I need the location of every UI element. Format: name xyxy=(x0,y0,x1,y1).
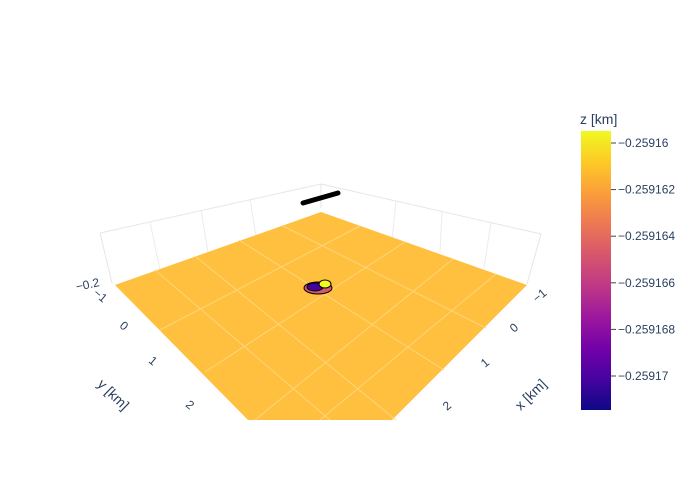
wall-gridline xyxy=(391,200,397,241)
x-tick-label: −1 xyxy=(530,286,550,306)
scene-back-walls xyxy=(99,183,542,285)
wall-edge xyxy=(526,233,542,285)
x-tick-label: 2 xyxy=(440,398,454,413)
wall-gridline xyxy=(483,221,492,269)
feature-highlight xyxy=(318,279,332,289)
colorbar-tick-label: −0.25916 xyxy=(618,136,669,150)
colorbar-gradient xyxy=(581,131,611,410)
z-tick-label: −0.2 xyxy=(75,275,101,294)
wall-edge xyxy=(99,183,322,234)
y-axis-title: y [km] xyxy=(94,376,132,413)
colorbar-tick-label: −0.25917 xyxy=(618,369,669,383)
wall-gridline xyxy=(249,198,257,237)
scene-marker-line xyxy=(300,190,341,206)
colorbar-tick-label: −0.259162 xyxy=(618,183,675,197)
surface-feature xyxy=(303,279,333,295)
wall-edge xyxy=(320,183,542,235)
colorbar: z [km] −0.25916−0.259162−0.259164−0.2591… xyxy=(580,111,675,410)
x-axis-title: x [km] xyxy=(512,376,550,413)
wall-gridline xyxy=(149,221,161,271)
y-tick-label: 2 xyxy=(183,397,197,412)
colorbar-tick-label: −0.259164 xyxy=(618,229,675,243)
x-tick-label: 0 xyxy=(507,320,521,335)
colorbar-title: z [km] xyxy=(580,111,617,127)
surface-plane xyxy=(115,212,527,420)
colorbar-ticks: −0.25916 −0.259162 −0.259164 −0.259166 −0.25… xyxy=(611,136,675,383)
wall-gridline xyxy=(439,210,443,253)
colorbar-tick-label: −0.259168 xyxy=(618,322,675,336)
y-tick-label: 1 xyxy=(146,353,160,368)
y-tick-label: 0 xyxy=(117,318,131,333)
wall-gridline xyxy=(200,209,209,254)
surface-gridlines xyxy=(154,225,497,420)
surface xyxy=(115,212,527,420)
z-axis-ticks: −0.2 xyxy=(75,275,101,294)
colorbar-tick-label: −0.259166 xyxy=(618,276,675,290)
x-tick-label: 1 xyxy=(478,355,492,370)
wall-edge xyxy=(99,232,113,284)
